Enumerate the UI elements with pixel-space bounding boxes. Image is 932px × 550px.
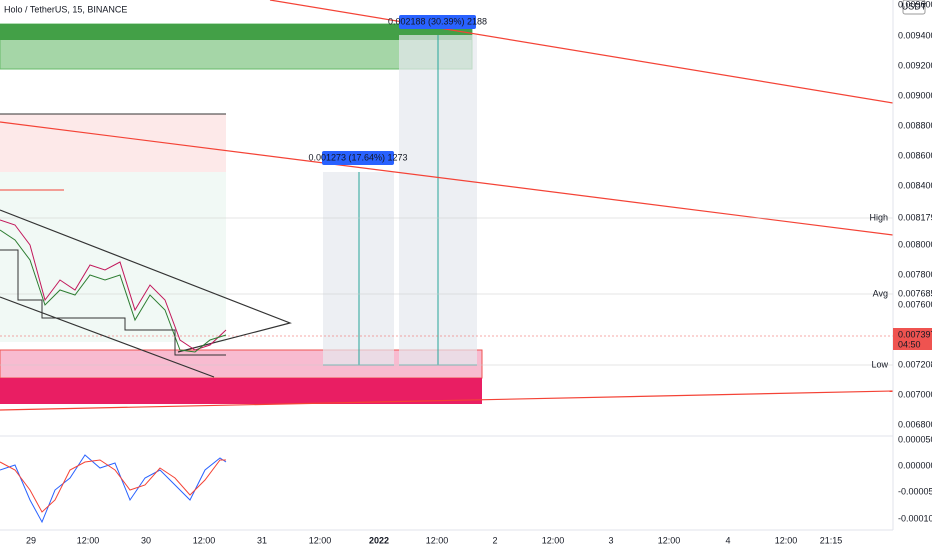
price-label: 0.008400 bbox=[898, 180, 932, 190]
price-label: 0.009600 bbox=[898, 0, 932, 9]
current-price: 0.007397 bbox=[898, 329, 932, 339]
oscillator-label: 0.000050 bbox=[898, 434, 932, 444]
time-label: 30 bbox=[141, 535, 151, 545]
measure-label: 0.002188 (30.39%) 2188 bbox=[388, 16, 487, 26]
oscillator-label: 0.000000 bbox=[898, 460, 932, 470]
time-label: 12:00 bbox=[542, 535, 565, 545]
price-label: 0.009000 bbox=[898, 90, 932, 100]
time-label: 12:00 bbox=[309, 535, 332, 545]
marker-label: Avg bbox=[873, 288, 888, 298]
marker-value: 0.007208 bbox=[898, 359, 932, 369]
price-label: 0.006800 bbox=[898, 419, 932, 429]
price-label: 0.008600 bbox=[898, 150, 932, 160]
price-label: 0.007600 bbox=[898, 299, 932, 309]
drawings bbox=[0, 0, 932, 531]
measure-label: 0.001273 (17.64%) 1273 bbox=[308, 152, 407, 162]
marker-label: Low bbox=[871, 359, 888, 369]
price-label: 0.009400 bbox=[898, 30, 932, 40]
oscillator-label: -0.000050 bbox=[898, 486, 932, 496]
time-label: 12:00 bbox=[77, 535, 100, 545]
price-label: 0.007000 bbox=[898, 389, 932, 399]
countdown: 04:50 bbox=[898, 339, 921, 349]
time-label: 12:00 bbox=[658, 535, 681, 545]
oscillator-label: -0.000100 bbox=[898, 513, 932, 523]
marker-value: 0.008179 bbox=[898, 212, 932, 222]
marker-label: High bbox=[869, 212, 888, 222]
marker-value: 0.007685 bbox=[898, 288, 932, 298]
price-label: 0.007800 bbox=[898, 269, 932, 279]
time-label: 21:15 bbox=[820, 535, 843, 545]
time-label: 12:00 bbox=[193, 535, 216, 545]
time-label: 12:00 bbox=[775, 535, 798, 545]
time-label: 31 bbox=[257, 535, 267, 545]
price-label: 0.008000 bbox=[898, 239, 932, 249]
time-label: 4 bbox=[725, 535, 730, 545]
price-label: 0.009200 bbox=[898, 60, 932, 70]
time-label: 2 bbox=[492, 535, 497, 545]
labels: 0.009600 0.009400 0.009200 0.009000 0.008800… bbox=[26, 0, 932, 545]
chart-title: Holo / TetherUS, 15, BINANCE bbox=[4, 4, 127, 14]
time-label: 29 bbox=[26, 535, 36, 545]
price-label: 0.008800 bbox=[898, 120, 932, 130]
time-label: 3 bbox=[608, 535, 613, 545]
currency-badge[interactable]: USDT bbox=[902, 1, 927, 11]
time-label: 12:00 bbox=[426, 535, 449, 545]
time-label: 2022 bbox=[369, 535, 389, 545]
